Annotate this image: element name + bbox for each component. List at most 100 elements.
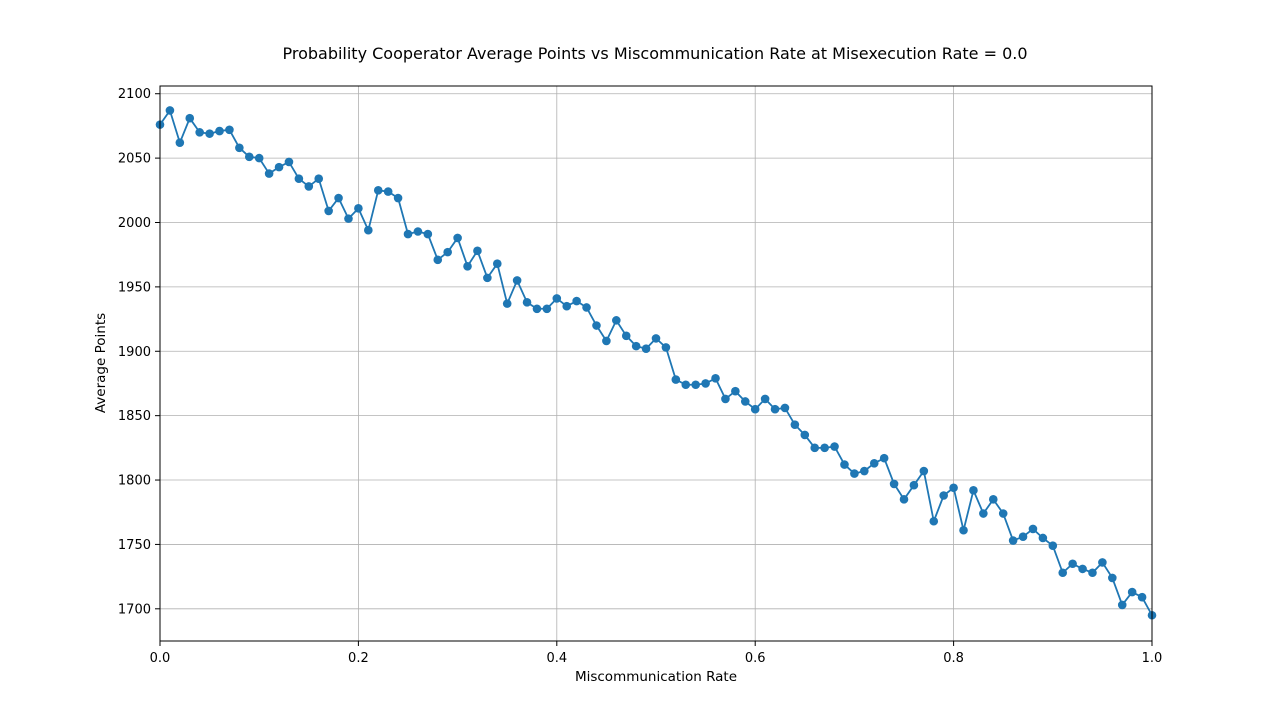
data-point [879,453,889,463]
data-point [195,128,204,137]
data-point [671,375,681,384]
data-point [1058,568,1068,578]
data-point [344,214,353,223]
data-point [512,276,522,285]
y-tick-label: 1700 [118,602,151,617]
x-tick-label: 0.8 [943,651,964,666]
data-point [612,316,621,325]
data-point [364,225,373,235]
data-point [393,193,403,203]
data-point [175,138,185,147]
data-point [701,379,710,388]
data-point [770,404,780,414]
data-point [562,301,572,311]
data-point [830,442,839,451]
data-point [552,294,562,303]
data-point [1078,564,1087,574]
data-point [373,186,383,195]
data-point [254,153,264,163]
data-point [790,420,800,429]
data-point [502,299,512,308]
data-point [492,259,502,269]
data-point [959,525,968,535]
data-point [780,403,790,413]
data-point [522,298,532,307]
data-point [542,304,552,314]
data-point [1008,536,1018,545]
x-tick-label: 0.2 [348,651,369,666]
data-point [691,380,700,390]
data-point [324,206,333,216]
data-point [244,152,254,162]
y-tick-label: 1750 [118,538,151,553]
data-point [264,169,274,178]
data-point [800,430,810,440]
y-axis-label: Average Points [93,313,109,413]
data-point [661,343,671,352]
x-tick-label: 1.0 [1142,651,1163,666]
data-point [1088,568,1097,578]
data-point [810,443,820,453]
data-point [423,229,433,239]
data-point [284,157,294,167]
data-point [1117,600,1127,610]
data-point [1038,533,1048,543]
data-point [641,344,651,353]
x-axis-ticks: 0.0 0.2 0.4 0.6 0.8 1.0 [150,641,1163,666]
data-point [820,443,829,453]
x-tick-label: 0.6 [745,651,766,666]
data-point [909,480,919,490]
data-point [602,336,611,346]
data-point [740,397,750,406]
data-point [988,495,998,504]
data-point [235,143,244,153]
grid [159,86,1153,641]
data-point [850,469,859,478]
y-tick-label: 2050 [118,152,151,167]
y-tick-label: 2100 [118,87,151,102]
data-point [750,404,760,414]
data-point [979,509,988,518]
data-point [572,296,581,306]
data-point [939,491,948,500]
data-point [1028,524,1038,534]
data-point [621,331,631,341]
data-point [1127,587,1137,597]
data-point [899,495,909,504]
data-point [721,394,730,404]
y-tick-label: 1900 [118,345,151,360]
data-point [453,233,462,243]
y-tick-label: 1950 [118,280,151,295]
data-point [165,106,175,115]
data-point [711,374,720,383]
data-point [205,129,214,138]
data-point [413,227,423,236]
data-point [919,466,929,476]
data-point [532,304,542,314]
data-point [1048,541,1058,551]
data-point [403,229,413,239]
data-point [949,483,958,493]
data-point [304,182,314,191]
data-point [334,193,343,203]
data-point [314,174,324,184]
data-point [760,394,770,404]
data-point [274,162,284,172]
y-tick-label: 1800 [118,474,151,489]
data-point [443,247,452,257]
data-series [155,106,1157,620]
x-tick-label: 0.0 [150,651,171,666]
data-point [294,174,304,184]
chart-title: Probability Cooperator Average Points vs… [282,44,1027,63]
plot-area [160,86,1152,641]
data-point [969,486,978,495]
x-tick-label: 0.4 [546,651,567,666]
data-point [1098,558,1107,567]
data-point [354,204,363,213]
data-point [1068,559,1077,569]
y-tick-label: 2000 [118,216,151,231]
data-point [225,125,234,135]
data-point [1137,592,1147,602]
data-point [889,479,899,489]
data-point [582,303,591,312]
